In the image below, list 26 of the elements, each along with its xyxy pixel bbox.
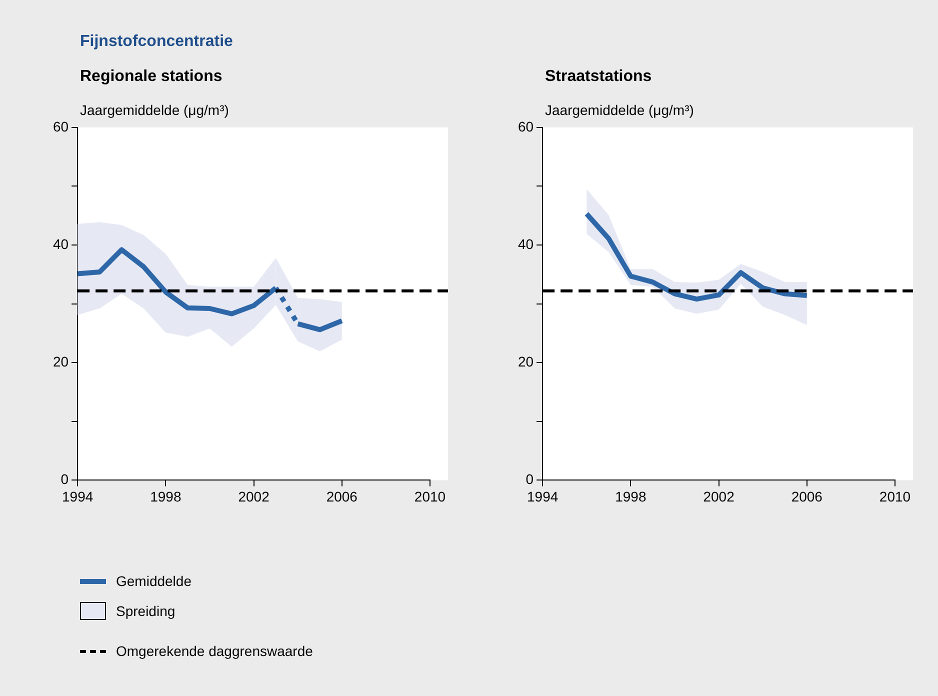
y-tick-label: 40 [52, 236, 69, 252]
x-tick-label: 2006 [326, 488, 358, 504]
chart-title: Fijnstofconcentratie [80, 33, 233, 51]
x-tick-label: 2006 [791, 488, 823, 504]
x-tick-label: 1998 [150, 488, 182, 504]
x-tick-label: 1998 [615, 488, 646, 504]
legend-label: Gemiddelde [116, 573, 192, 589]
legend-label: Omgerekende daggrenswaarde [116, 643, 313, 659]
x-tick-label: 2010 [414, 488, 446, 504]
y-tick-label: 0 [526, 471, 534, 488]
y-tick-label: 60 [52, 118, 69, 134]
x-tick-label: 2010 [879, 488, 911, 504]
y-axis-title: Jaargemiddelde (μg/m³) [80, 102, 229, 118]
chart-subtitle: Regionale stations [80, 68, 222, 86]
y-tick-label: 0 [60, 471, 69, 488]
y-tick-label: 20 [518, 353, 534, 370]
chart-subtitle: Straatstations [545, 68, 652, 86]
x-tick-label: 2002 [703, 488, 735, 504]
y-tick-label: 40 [518, 236, 534, 252]
x-tick-label: 2002 [238, 488, 270, 504]
y-axis-title: Jaargemiddelde (μg/m³) [545, 102, 694, 118]
y-tick-label: 60 [518, 118, 534, 134]
y-tick-label: 20 [52, 353, 69, 370]
x-tick-label: 1994 [526, 488, 558, 504]
x-tick-label: 1994 [62, 488, 94, 504]
text: Spreiding [116, 603, 176, 619]
